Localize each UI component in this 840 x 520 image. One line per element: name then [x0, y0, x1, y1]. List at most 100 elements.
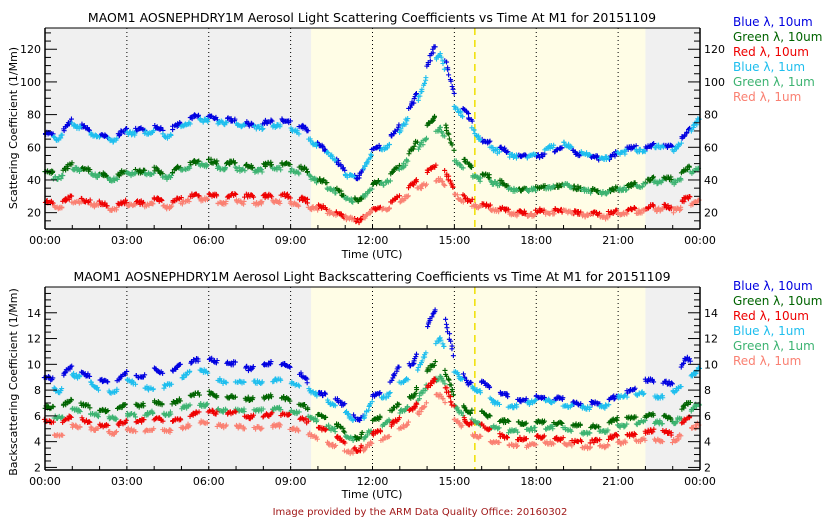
data-point: [469, 118, 475, 124]
data-point: [232, 191, 238, 197]
data-point: [605, 209, 611, 215]
y-tick-label-right: 14: [704, 307, 718, 320]
legend-item: Red λ, 10um: [733, 45, 809, 59]
x-tick-label: 03:00: [111, 234, 143, 247]
data-point: [232, 160, 238, 166]
data-point: [232, 118, 238, 124]
y-tick-label-right: 80: [704, 109, 718, 122]
data-point: [320, 177, 326, 183]
data-point: [117, 131, 123, 137]
backscattering-panel: MAOM1 AOSNEPHDRY1M Aerosol Light Backsca…: [7, 269, 718, 501]
data-point: [159, 198, 165, 204]
data-point: [50, 168, 56, 174]
data-point: [451, 147, 457, 153]
data-point: [466, 111, 472, 117]
data-point: [450, 86, 456, 92]
x-tick-label: 15:00: [439, 475, 471, 488]
data-point: [375, 178, 381, 184]
y-tick-label-left: 60: [27, 141, 41, 154]
y-tick-label-right: 2: [704, 461, 711, 474]
data-point: [268, 159, 274, 165]
legend-item: Green λ, 10um: [733, 294, 822, 308]
data-point: [451, 90, 457, 96]
data-point: [69, 160, 75, 166]
data-point: [96, 134, 102, 140]
data-point: [651, 141, 657, 147]
data-point: [396, 193, 402, 199]
y-tick-label-right: 60: [704, 141, 718, 154]
data-point: [411, 182, 417, 188]
data-point: [443, 127, 449, 133]
y-tick-label-left: 40: [27, 174, 41, 187]
legend-item: Blue λ, 1um: [733, 324, 805, 338]
data-point: [486, 175, 492, 181]
x-tick-label: 12:00: [357, 475, 389, 488]
y-tick-label-left: 12: [27, 333, 41, 346]
data-point: [411, 143, 417, 149]
data-point: [597, 210, 603, 216]
x-tick-label: 21:00: [602, 234, 634, 247]
y-tick-label-left: 6: [34, 410, 41, 423]
data-point: [251, 194, 257, 200]
data-point: [87, 167, 93, 173]
data-point: [376, 142, 382, 148]
data-point: [116, 172, 122, 178]
x-tick-label: 18:00: [520, 475, 552, 488]
backscattering-plot-area: 00:00 03:00 06:00 09:00 12:00 15:00 18:00 21:00…: [27, 286, 718, 488]
data-point: [338, 188, 344, 194]
data-point: [413, 91, 419, 97]
x-tick-label: 09:00: [275, 234, 307, 247]
legend-item: Blue λ, 1um: [733, 60, 805, 74]
data-point: [447, 178, 453, 184]
data-point: [542, 183, 548, 189]
data-point: [684, 129, 690, 135]
scattering-plot-area: 00:00 03:00 06:00 09:00 12:00 15:00 18:00 21:00…: [20, 27, 725, 247]
y-tick-label-right: 10: [704, 358, 718, 371]
x-tick-label: 15:00: [439, 234, 471, 247]
legend-item: Red λ, 1um: [733, 90, 801, 104]
data-point: [208, 156, 214, 162]
data-point: [139, 170, 145, 176]
legend-item: Green λ, 1um: [733, 339, 815, 353]
data-point: [249, 165, 255, 171]
data-point: [321, 177, 327, 183]
y-tick-label-left: 14: [27, 307, 41, 320]
data-point: [66, 196, 72, 202]
data-point: [668, 176, 674, 182]
data-point: [233, 191, 239, 197]
data-point: [449, 84, 455, 90]
data-point: [429, 118, 435, 124]
data-point: [651, 174, 657, 180]
credit-text: Image provided by the ARM Data Quality O…: [273, 507, 568, 518]
data-point: [449, 142, 455, 148]
data-point: [487, 202, 493, 208]
data-point: [413, 91, 419, 97]
data-point: [269, 118, 275, 124]
data-point: [81, 123, 87, 129]
data-point: [226, 161, 232, 167]
y-tick-label-right: 40: [704, 174, 718, 187]
x-tick-label: 18:00: [520, 234, 552, 247]
y-tick-label-right: 120: [704, 43, 725, 56]
data-point: [279, 160, 285, 166]
data-point: [487, 138, 493, 144]
data-point: [433, 162, 439, 168]
data-point: [687, 194, 693, 200]
data-point: [432, 44, 438, 50]
data-point: [505, 149, 511, 155]
data-point: [324, 180, 330, 186]
data-point: [206, 191, 212, 197]
data-point: [268, 117, 274, 123]
data-point: [287, 162, 293, 168]
data-point: [196, 193, 202, 199]
data-point: [304, 166, 310, 172]
y-tick-label-right: 12: [704, 333, 718, 346]
backscattering-y-label: Backscattering Coefficient (1/Mm): [7, 288, 20, 476]
data-point: [523, 210, 529, 216]
legend-item: Green λ, 10um: [733, 30, 822, 44]
data-point: [446, 131, 452, 137]
y-tick-label-left: 8: [34, 384, 41, 397]
y-tick-label-right: 4: [704, 436, 711, 449]
data-point: [287, 195, 293, 201]
